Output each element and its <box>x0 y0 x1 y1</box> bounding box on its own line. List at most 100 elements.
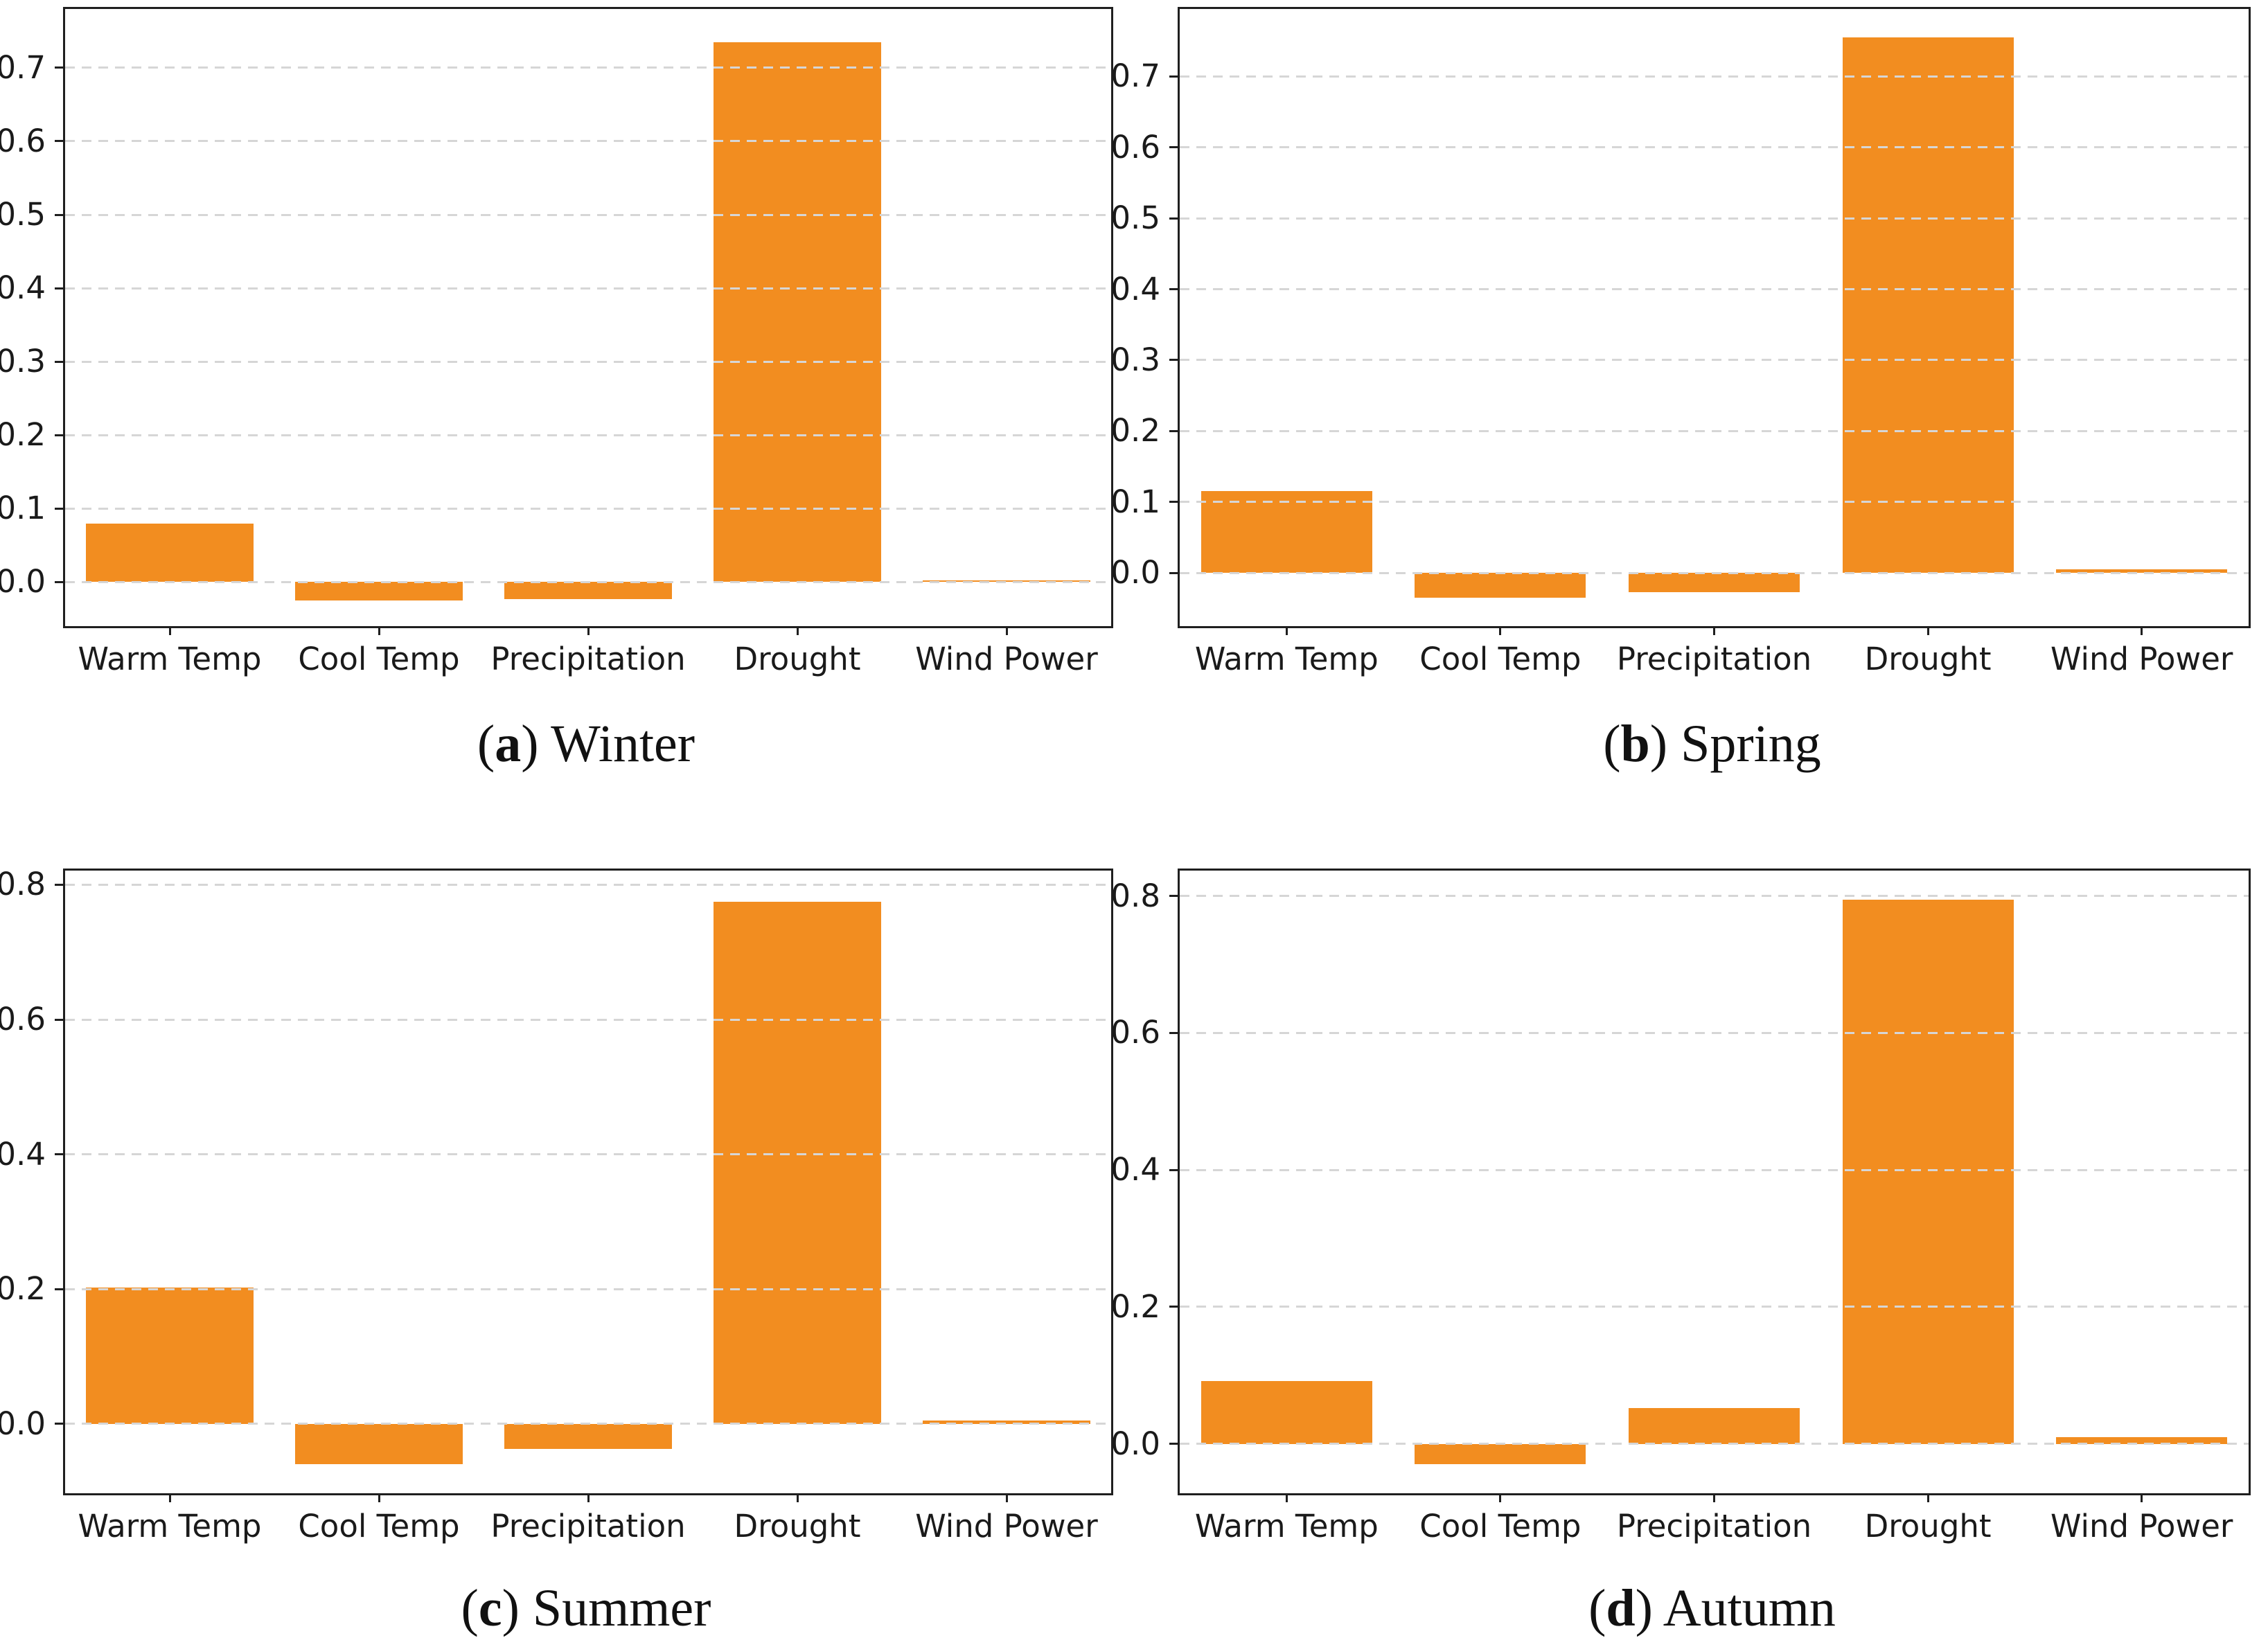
bar-autumn-wind-power <box>2056 1436 2228 1444</box>
x-tick-label-precipitation: Precipitation <box>490 1508 686 1544</box>
bar-spring-cool-temp <box>1415 573 1586 598</box>
caption-paren-open: ( <box>1588 1579 1606 1637</box>
gridline-y-0.7 <box>65 66 1111 69</box>
x-tick-mark <box>1713 626 1715 635</box>
x-tick-mark <box>1926 626 1929 635</box>
caption-paren-close: ) <box>1635 1579 1663 1637</box>
y-tick-mark <box>55 66 63 69</box>
y-tick-mark <box>1169 429 1178 432</box>
bar-summer-warm-temp <box>86 1288 254 1424</box>
y-tick-mark <box>1169 501 1178 504</box>
gridline-y-0.6 <box>65 140 1111 143</box>
caption-paren-open: ( <box>1603 715 1621 773</box>
y-tick-label: 0.4 <box>0 269 46 307</box>
y-tick-mark <box>1169 1168 1178 1171</box>
y-tick-label: 0.2 <box>0 416 46 454</box>
y-tick-mark <box>1169 1031 1178 1034</box>
x-tick-mark <box>796 626 799 635</box>
y-tick-mark <box>1169 571 1178 574</box>
x-tick-label-warm-temp: Warm Temp <box>1194 641 1379 677</box>
caption-paren-close: ) <box>502 1579 533 1637</box>
x-tick-label-precipitation: Precipitation <box>1616 1508 1812 1544</box>
caption-winter: (a) Winter <box>63 712 1109 776</box>
gridline-y-0.2 <box>65 1288 1111 1290</box>
y-tick-label: 0.6 <box>0 122 46 159</box>
x-tick-label-warm-temp: Warm Temp <box>78 641 262 677</box>
plot-area-winter: 0.0 0.1 0.2 0.3 0.4 0.5 0.6 0.7 Warm Temp Cool Te… <box>0 7 1113 677</box>
y-tick-mark <box>1169 359 1178 362</box>
x-tick-mark <box>1005 1493 1008 1502</box>
gridline-y-0.4 <box>1180 1168 2249 1171</box>
x-tick-mark <box>168 626 171 635</box>
bar-winter-cool-temp <box>295 582 463 600</box>
y-tick-label: 0.6 <box>0 1001 46 1038</box>
gridline-y-0.7 <box>1180 75 2249 78</box>
x-tick-label-wind-power: Wind Power <box>2050 641 2233 677</box>
y-tick-label: 0.7 <box>0 48 46 86</box>
x-tick-mark <box>1926 1493 1929 1502</box>
bar-winter-warm-temp <box>86 523 254 582</box>
y-tick-mark <box>55 1153 63 1156</box>
x-tick-mark <box>1285 626 1288 635</box>
plot-clip <box>65 871 1111 1493</box>
y-tick-mark <box>55 883 63 886</box>
x-tick-label-wind-power: Wind Power <box>2050 1508 2233 1544</box>
y-tick-label: 0.0 <box>1110 1425 1160 1462</box>
y-tick-mark <box>1169 288 1178 291</box>
x-tick-mark <box>168 1493 171 1502</box>
y-tick-mark <box>55 213 63 216</box>
bar-summer-wind-power <box>923 1420 1090 1424</box>
caption-panel-letter: c <box>478 1579 502 1637</box>
x-tick-label-cool-temp: Cool Temp <box>1419 1508 1582 1544</box>
gridline-y-0.1 <box>1180 501 2249 504</box>
x-tick-mark <box>796 1493 799 1502</box>
caption-season-title: Spring <box>1681 715 1821 773</box>
gridline-y-0.2 <box>1180 429 2249 432</box>
x-tick-mark <box>2141 1493 2143 1502</box>
caption-paren-open: ( <box>461 1579 479 1637</box>
gridline-y-0.2 <box>1180 1306 2249 1308</box>
caption-paren-open: ( <box>477 715 495 773</box>
y-tick-mark <box>1169 895 1178 898</box>
bar-winter-precipitation <box>504 582 672 599</box>
y-tick-mark <box>55 507 63 510</box>
x-tick-mark <box>378 626 380 635</box>
y-tick-mark <box>55 360 63 363</box>
gridline-y-0.2 <box>65 434 1111 436</box>
x-tick-mark <box>587 1493 590 1502</box>
plot-area-autumn: 0.0 0.2 0.4 0.6 0.8 Warm Temp Cool Temp Precipi… <box>1110 869 2251 1544</box>
plot-area-summer: 0.0 0.2 0.4 0.6 0.8 Warm Temp Cool Temp Precipi… <box>0 866 1113 1544</box>
y-tick-label: 0.3 <box>1110 341 1160 378</box>
x-tick-label-drought: Drought <box>1864 1508 1992 1544</box>
y-tick-mark <box>55 1423 63 1425</box>
bar-autumn-drought <box>1842 899 2014 1444</box>
gridline-y-0.3 <box>1180 359 2249 362</box>
bar-autumn-warm-temp <box>1201 1380 1372 1444</box>
x-tick-mark <box>1713 1493 1715 1502</box>
x-tick-label-warm-temp: Warm Temp <box>1194 1508 1379 1544</box>
x-tick-label-cool-temp: Cool Temp <box>1419 641 1582 677</box>
caption-panel-letter: a <box>495 715 522 773</box>
y-tick-label: 0.0 <box>0 563 46 600</box>
gridline-y-0.5 <box>1180 217 2249 220</box>
gridline-y-0.4 <box>65 1153 1111 1156</box>
y-tick-label: 0.2 <box>1110 1288 1160 1325</box>
x-tick-label-precipitation: Precipitation <box>1616 641 1812 677</box>
x-tick-label-wind-power: Wind Power <box>915 641 1098 677</box>
caption-paren-close: ) <box>1649 715 1681 773</box>
bar-autumn-precipitation <box>1629 1408 1800 1444</box>
y-tick-label: 0.5 <box>1110 199 1160 237</box>
caption-season-title: Winter <box>551 715 696 773</box>
x-tick-mark <box>378 1493 380 1502</box>
gridline-y-0.6 <box>65 1018 1111 1021</box>
bar-summer-drought <box>714 901 881 1424</box>
y-tick-label: 0.4 <box>0 1135 46 1173</box>
bar-spring-warm-temp <box>1201 491 1372 573</box>
caption-panel-letter: b <box>1620 715 1650 773</box>
gridline-y-0.6 <box>1180 1031 2249 1034</box>
x-tick-label-drought: Drought <box>734 1508 861 1544</box>
plot-area-spring: 0.0 0.1 0.2 0.3 0.4 0.5 0.6 0.7 Warm Temp Cool Te… <box>1110 7 2251 677</box>
gridline-y-0.8 <box>1180 895 2249 898</box>
y-tick-label: 0.4 <box>1110 270 1160 308</box>
y-tick-mark <box>55 1018 63 1021</box>
